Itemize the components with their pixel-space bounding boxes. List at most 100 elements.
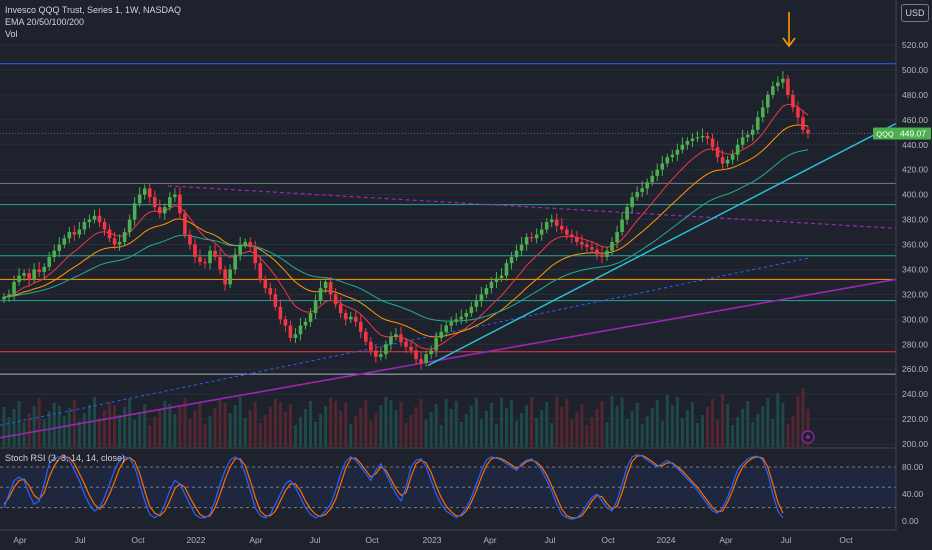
candle-body [514, 250, 519, 257]
volume-bar [499, 398, 503, 447]
candle [549, 214, 554, 228]
volume-bar [660, 421, 664, 447]
volume-bar [203, 424, 207, 447]
volume-bar [213, 408, 217, 447]
ema-indicator-label[interactable]: EMA 20/50/100/200 [5, 17, 85, 27]
volume-bar [163, 401, 167, 447]
volume-bar [469, 406, 473, 447]
candle-body [439, 331, 443, 339]
candle [253, 240, 258, 270]
candle [263, 275, 268, 294]
price-tick-label: 280.00 [902, 339, 928, 349]
volume-bar [72, 400, 76, 447]
candle-body [590, 246, 594, 250]
candle [474, 294, 479, 312]
volume-bar [369, 421, 373, 447]
candle [720, 149, 725, 170]
volume-bar [510, 400, 514, 447]
volume-bar [263, 415, 267, 447]
volume-bar [233, 405, 237, 447]
price-tick-label: 240.00 [902, 389, 928, 399]
candle [17, 268, 21, 286]
candle [77, 222, 82, 239]
volume-bar [806, 409, 810, 447]
candle [771, 81, 775, 99]
candle [142, 184, 147, 200]
candle [308, 308, 313, 327]
volume-bar [786, 424, 790, 447]
candle-body [318, 288, 323, 301]
candle-body [720, 157, 725, 164]
volume-bar [223, 403, 227, 447]
candle-body [630, 197, 634, 208]
candle-body [338, 304, 343, 314]
candle [806, 126, 810, 139]
candle [600, 246, 604, 264]
symbol-title[interactable]: Invesco QQQ Trust, Series 1, 1W, NASDAQ [5, 5, 182, 15]
candle-body [766, 94, 770, 108]
volume-bars [2, 388, 810, 447]
candle-body [399, 334, 403, 342]
volume-bar [645, 416, 649, 447]
price-tick-label: 360.00 [902, 240, 928, 250]
candle-body [163, 207, 167, 214]
candle [590, 242, 594, 254]
time-tick-label: 2023 [423, 535, 442, 545]
volume-bar [585, 425, 589, 447]
volume-bar [173, 414, 177, 447]
time-tick-label: Apr [719, 535, 732, 545]
price-tick-label: 420.00 [902, 165, 928, 175]
volume-bar [349, 424, 353, 447]
candle-body [52, 250, 57, 257]
volume-indicator-label[interactable]: Vol [5, 29, 18, 39]
candle [730, 149, 735, 165]
candle-body [233, 254, 237, 270]
chart-legend: Invesco QQQ Trust, Series 1, 1W, NASDAQ … [5, 4, 181, 40]
candle-body [364, 331, 368, 342]
volume-bar [771, 419, 775, 447]
price-tick-label: 480.00 [902, 90, 928, 100]
volume-bar [273, 399, 277, 447]
volume-bar [133, 420, 137, 447]
volume-bar [530, 397, 534, 447]
volume-bar [756, 414, 760, 447]
candle [47, 251, 52, 271]
currency-button[interactable]: USD [901, 4, 929, 22]
stoch-rsi-label[interactable]: Stoch RSI (3, 3, 14, 14, close) [5, 453, 126, 463]
volume-bar [706, 407, 709, 447]
candle [27, 268, 31, 286]
volume-bar [575, 412, 579, 447]
candle-body [680, 144, 685, 150]
volume-bar [27, 414, 31, 447]
lightning-icon-glyph [805, 433, 811, 441]
volume-bar [268, 407, 272, 447]
candle [640, 180, 644, 198]
candle-body [2, 296, 6, 300]
volume-bar [680, 418, 684, 447]
candle-body [424, 354, 428, 363]
volume-bar [37, 398, 41, 447]
candle [12, 275, 16, 301]
candle [615, 225, 619, 249]
candle [198, 249, 202, 266]
candle-body [343, 313, 348, 320]
volume-bar [344, 403, 348, 447]
candle [147, 183, 152, 204]
volume-bar [685, 410, 689, 447]
horizontal-levels [0, 63, 896, 375]
time-tick-label: Apr [249, 535, 262, 545]
candle [484, 284, 489, 299]
candle [72, 225, 77, 241]
candle-body [384, 344, 388, 355]
candle [695, 131, 700, 143]
volume-bar [208, 416, 212, 447]
candle-body [645, 182, 649, 189]
candle [328, 276, 333, 301]
volume-bar [103, 410, 106, 447]
candle [630, 192, 634, 214]
candle [796, 101, 800, 124]
ema-50-line [3, 124, 809, 338]
candle [715, 141, 720, 163]
price-tick-label: 320.00 [902, 289, 928, 299]
